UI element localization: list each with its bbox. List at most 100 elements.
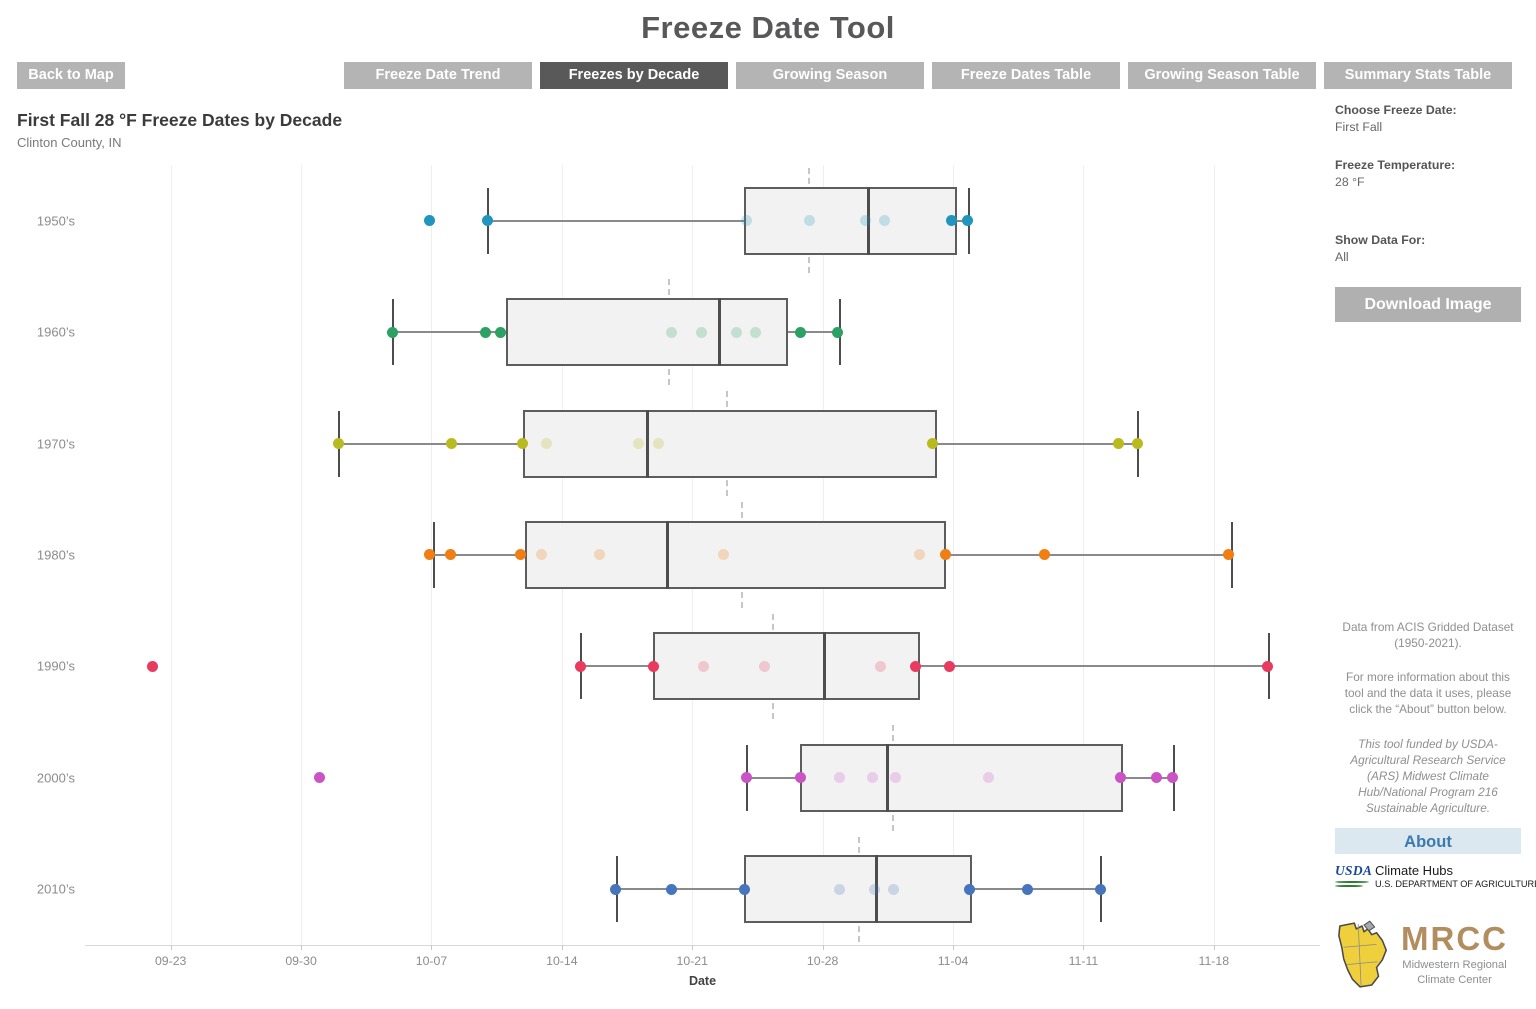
data-point-faded[interactable] bbox=[740, 215, 752, 227]
data-point[interactable] bbox=[1022, 883, 1034, 895]
data-point[interactable] bbox=[1038, 549, 1050, 561]
data-point-faded[interactable] bbox=[759, 660, 771, 672]
iqr-box[interactable] bbox=[505, 298, 788, 367]
tab-freeze-dates-table[interactable]: Freeze Dates Table bbox=[932, 62, 1120, 89]
axis-tick bbox=[692, 945, 694, 950]
decade-label: 1980’s bbox=[36, 547, 75, 563]
iqr-box[interactable] bbox=[744, 855, 972, 924]
axis-tick bbox=[170, 945, 172, 950]
data-point-faded[interactable] bbox=[653, 438, 665, 450]
data-point-faded[interactable] bbox=[869, 883, 881, 895]
data-point-faded[interactable] bbox=[535, 549, 547, 561]
tab-freezes-by-decade[interactable]: Freezes by Decade bbox=[540, 62, 728, 89]
data-source-note: Data from ACIS Gridded Dataset (1950-202… bbox=[1342, 620, 1514, 650]
whisker-line-low bbox=[487, 219, 745, 222]
iqr-box[interactable] bbox=[653, 632, 920, 701]
iqr-box[interactable] bbox=[524, 520, 946, 589]
data-point-faded[interactable] bbox=[833, 772, 845, 784]
data-point[interactable] bbox=[962, 215, 974, 227]
tab-freeze-date-trend[interactable]: Freeze Date Trend bbox=[344, 62, 532, 89]
freeze-temperature-select[interactable]: 28 °F bbox=[1335, 175, 1365, 189]
tab-summary-stats-table[interactable]: Summary Stats Table bbox=[1324, 62, 1512, 89]
data-point[interactable] bbox=[494, 326, 506, 338]
tab-growing-season-table[interactable]: Growing Season Table bbox=[1128, 62, 1316, 89]
data-point[interactable] bbox=[1167, 772, 1179, 784]
data-point[interactable] bbox=[517, 438, 529, 450]
data-point[interactable] bbox=[446, 438, 458, 450]
data-point[interactable] bbox=[940, 549, 952, 561]
data-point[interactable] bbox=[1115, 772, 1127, 784]
climate-hubs-label: Climate Hubs bbox=[1375, 863, 1454, 878]
data-point-faded[interactable] bbox=[718, 549, 730, 561]
data-point[interactable] bbox=[964, 883, 976, 895]
data-point[interactable] bbox=[479, 326, 491, 338]
data-point[interactable] bbox=[574, 660, 586, 672]
data-point[interactable] bbox=[610, 883, 622, 895]
data-point[interactable] bbox=[832, 326, 844, 338]
data-point[interactable] bbox=[1223, 549, 1235, 561]
data-point-faded[interactable] bbox=[914, 549, 925, 561]
data-point-faded[interactable] bbox=[804, 215, 816, 227]
show-data-for-label: Show Data For: bbox=[1335, 233, 1426, 247]
data-point-faded[interactable] bbox=[878, 215, 890, 227]
data-point[interactable] bbox=[1094, 883, 1106, 895]
data-point-faded[interactable] bbox=[697, 660, 709, 672]
iqr-box[interactable] bbox=[800, 743, 1123, 812]
data-point[interactable] bbox=[146, 660, 158, 672]
data-point-faded[interactable] bbox=[750, 326, 762, 338]
data-point[interactable] bbox=[945, 215, 957, 227]
tab-growing-season[interactable]: Growing Season bbox=[736, 62, 924, 89]
data-point-faded[interactable] bbox=[541, 438, 553, 450]
data-point-faded[interactable] bbox=[859, 215, 871, 227]
usda-department-label: U.S. DEPARTMENT OF AGRICULTURE bbox=[1375, 879, 1536, 889]
boxplot-chart: 1950’s 1960’s 1970’s 1980’s 1990’s 2000’s 2010… bbox=[37, 165, 1320, 946]
data-point[interactable] bbox=[515, 549, 527, 561]
boxplot-row: 1950’s bbox=[37, 165, 1320, 276]
data-point[interactable] bbox=[794, 326, 806, 338]
iqr-box[interactable] bbox=[522, 409, 937, 478]
data-point-faded[interactable] bbox=[731, 326, 743, 338]
about-button[interactable]: About bbox=[1335, 828, 1521, 854]
data-point[interactable] bbox=[943, 660, 955, 672]
data-point[interactable] bbox=[738, 883, 750, 895]
data-point-faded[interactable] bbox=[666, 326, 678, 338]
axis-tick bbox=[953, 945, 955, 950]
data-point[interactable] bbox=[481, 215, 493, 227]
download-image-button[interactable]: Download Image bbox=[1335, 287, 1521, 322]
choose-freeze-date-select[interactable]: First Fall bbox=[1335, 120, 1383, 134]
data-point[interactable] bbox=[386, 326, 398, 338]
data-point-faded[interactable] bbox=[867, 772, 879, 784]
chart-title: First Fall 28 °F Freeze Dates by Decade bbox=[17, 110, 343, 130]
data-point[interactable] bbox=[314, 772, 326, 784]
data-point[interactable] bbox=[794, 772, 806, 784]
data-point-faded[interactable] bbox=[833, 883, 845, 895]
data-point-faded[interactable] bbox=[593, 549, 605, 561]
back-to-map-button[interactable]: Back to Map bbox=[17, 62, 125, 89]
data-point-faded[interactable] bbox=[696, 326, 708, 338]
data-point[interactable] bbox=[424, 215, 436, 227]
data-point[interactable] bbox=[1113, 438, 1125, 450]
axis-tick-label: 10-07 bbox=[415, 954, 448, 968]
data-point-faded[interactable] bbox=[632, 438, 644, 450]
data-point-faded[interactable] bbox=[874, 660, 886, 672]
data-point[interactable] bbox=[444, 549, 456, 561]
data-point[interactable] bbox=[666, 883, 678, 895]
data-point[interactable] bbox=[647, 660, 659, 672]
data-point[interactable] bbox=[1131, 438, 1143, 450]
data-point-faded[interactable] bbox=[982, 772, 994, 784]
axis-tick-label: 10-28 bbox=[806, 954, 839, 968]
data-point[interactable] bbox=[332, 438, 344, 450]
show-data-for-select[interactable]: All bbox=[1335, 250, 1349, 264]
whisker-line-low bbox=[433, 553, 525, 556]
data-point[interactable] bbox=[1150, 772, 1162, 784]
data-point[interactable] bbox=[424, 549, 436, 561]
data-point-faded[interactable] bbox=[887, 883, 899, 895]
boxplot-row: 1970’s bbox=[37, 388, 1320, 499]
data-point-faded[interactable] bbox=[889, 772, 901, 784]
data-point[interactable] bbox=[910, 660, 922, 672]
data-point[interactable] bbox=[740, 772, 752, 784]
data-point[interactable] bbox=[1262, 660, 1274, 672]
mrcc-name-line2: Climate Center bbox=[1417, 974, 1492, 986]
data-point[interactable] bbox=[927, 438, 939, 450]
iqr-box[interactable] bbox=[744, 186, 958, 255]
